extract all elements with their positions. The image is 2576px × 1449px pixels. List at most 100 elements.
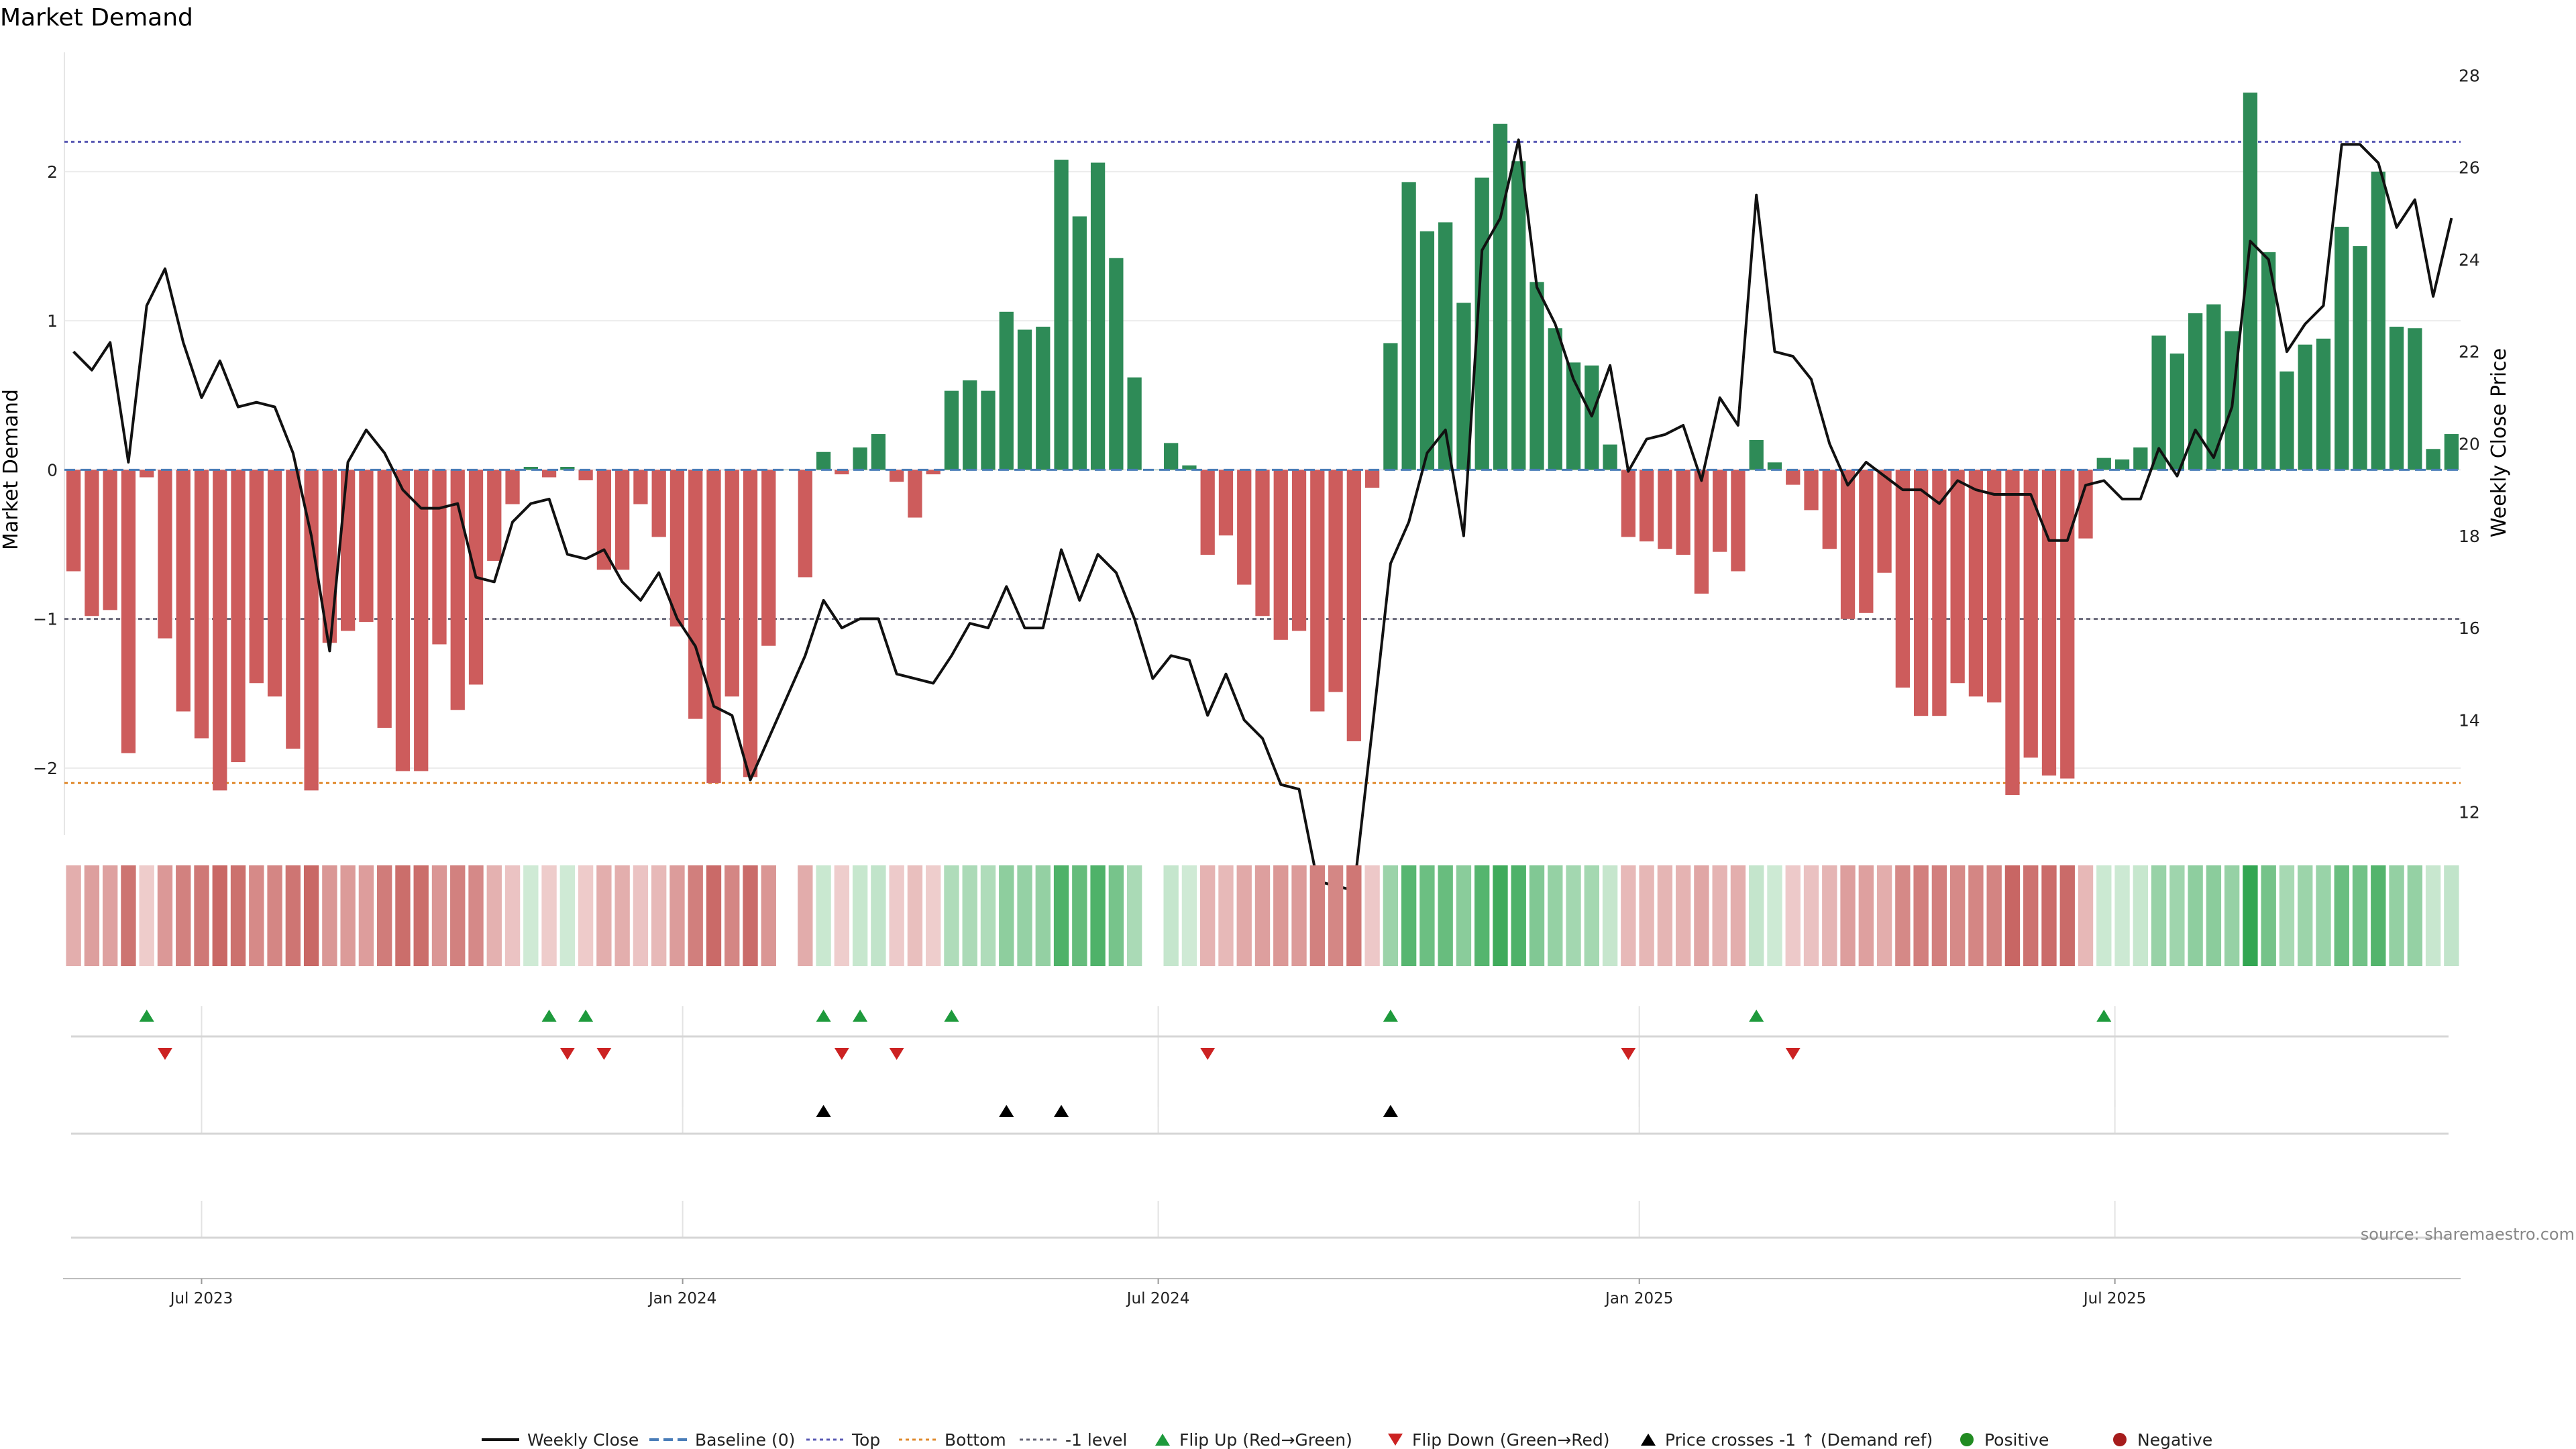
demand-bar [724, 470, 739, 697]
demand-bar [377, 470, 392, 728]
heat-cell [2316, 865, 2331, 966]
heat-cell [2352, 865, 2368, 966]
demand-bar [1493, 123, 1508, 470]
flip-down-marker [1621, 1048, 1636, 1060]
demand-bar [1749, 439, 1764, 470]
demand-bar [1237, 470, 1252, 585]
demand-bar [2316, 338, 2331, 470]
demand-bar [450, 470, 465, 710]
heat-cell [1401, 865, 1417, 966]
heat-cell [2279, 865, 2295, 966]
flip-down-marker [889, 1048, 904, 1060]
demand-bar [2298, 344, 2312, 470]
demand-bar [1291, 470, 1307, 631]
heat-cell [2243, 865, 2258, 966]
demand-bar [1346, 470, 1361, 741]
demand-bar [853, 447, 867, 470]
demand-bar [578, 470, 593, 480]
demand-bar [176, 470, 191, 712]
demand-bar [121, 470, 136, 753]
heat-cell [413, 865, 429, 966]
demand-bar [1456, 303, 1471, 470]
demand-bar [1017, 329, 1032, 470]
heat-cell [212, 865, 227, 966]
demand-bar [267, 470, 282, 697]
x-tick-label: Jan 2024 [647, 1290, 716, 1307]
heat-cell [651, 865, 667, 966]
right-tick-label: 12 [2459, 803, 2480, 822]
demand-bar [395, 470, 411, 771]
right-tick-label: 18 [2459, 527, 2480, 546]
legend-label: Price crosses -1 ↑ (Demand ref) [1665, 1430, 1933, 1449]
heat-cell [2059, 865, 2075, 966]
heat-cell [2206, 865, 2222, 966]
heat-cell [541, 865, 557, 966]
flip-up-marker [541, 1010, 557, 1022]
heat-cell [358, 865, 374, 966]
legend-label: Positive [1984, 1430, 2049, 1449]
demand-bar [1603, 444, 1617, 470]
heat-cell [1949, 865, 1966, 966]
heat-cell [395, 865, 411, 966]
demand-bar [231, 470, 246, 763]
heat-cell [761, 865, 776, 966]
heat-cell [1602, 865, 1618, 966]
heat-cell [2023, 865, 2039, 966]
demand-bar [761, 470, 776, 646]
heat-cell [724, 865, 740, 966]
heat-cell [1090, 865, 1106, 966]
demand-bar [1913, 470, 1929, 716]
demand-bar [1548, 328, 1562, 470]
legend-swatch [1388, 1434, 1403, 1446]
x-axis: Jul 2023 Jan 2024 Jul 2024 Jan 2025 Jul 2025 [63, 1278, 2461, 1307]
heat-cell [1566, 865, 1581, 966]
heat-cell [1895, 865, 1911, 966]
heat-cell [1858, 865, 1874, 966]
weekly-close-series [72, 138, 2453, 892]
flip-up-marker [2096, 1010, 2112, 1022]
demand-bar [1090, 162, 1106, 470]
heat-cell [1986, 865, 2002, 966]
heat-cell [1181, 865, 1197, 966]
demand-bar [835, 470, 849, 475]
heat-cell [1236, 865, 1252, 966]
demand-bar [158, 470, 172, 639]
chart-title: Market Demand [0, 4, 193, 32]
left-tick-label: 1 [47, 311, 58, 331]
heat-cell [1273, 865, 1289, 966]
price-cross-marker [1054, 1105, 1069, 1117]
demand-bar [140, 470, 154, 478]
demand-bar [286, 470, 301, 749]
heat-cell [2224, 865, 2240, 966]
demand-bar [432, 470, 447, 645]
heat-cell [578, 865, 594, 966]
demand-bar [1895, 470, 1910, 688]
left-axis-label: Market Demand [0, 389, 23, 550]
demand-bar [871, 434, 886, 470]
demand-bar [963, 380, 977, 470]
heat-cell [871, 865, 886, 966]
flip-marker-panels [71, 1006, 2449, 1239]
heat-cell [2114, 865, 2130, 966]
heat-cell [486, 865, 502, 966]
heat-cell [2133, 865, 2149, 966]
demand-bar [688, 470, 703, 719]
heat-cell [1730, 865, 1746, 966]
heat-cell [834, 865, 850, 966]
demand-bar [1127, 377, 1142, 470]
heat-cell [852, 865, 868, 966]
demand-bar [669, 470, 685, 627]
demand-bar [2151, 335, 2166, 470]
heat-cell [431, 865, 447, 966]
demand-bar [1438, 222, 1453, 470]
heat-cell [1108, 865, 1124, 966]
heat-cell [267, 865, 282, 966]
demand-bar [2096, 458, 2111, 470]
flip-down-marker [1200, 1048, 1216, 1060]
heat-cell [340, 865, 356, 966]
demand-bar [1767, 462, 1782, 470]
demand-bar [359, 470, 374, 623]
heat-cell [1529, 865, 1545, 966]
demand-bar [944, 390, 959, 470]
demand-bar [414, 470, 429, 771]
